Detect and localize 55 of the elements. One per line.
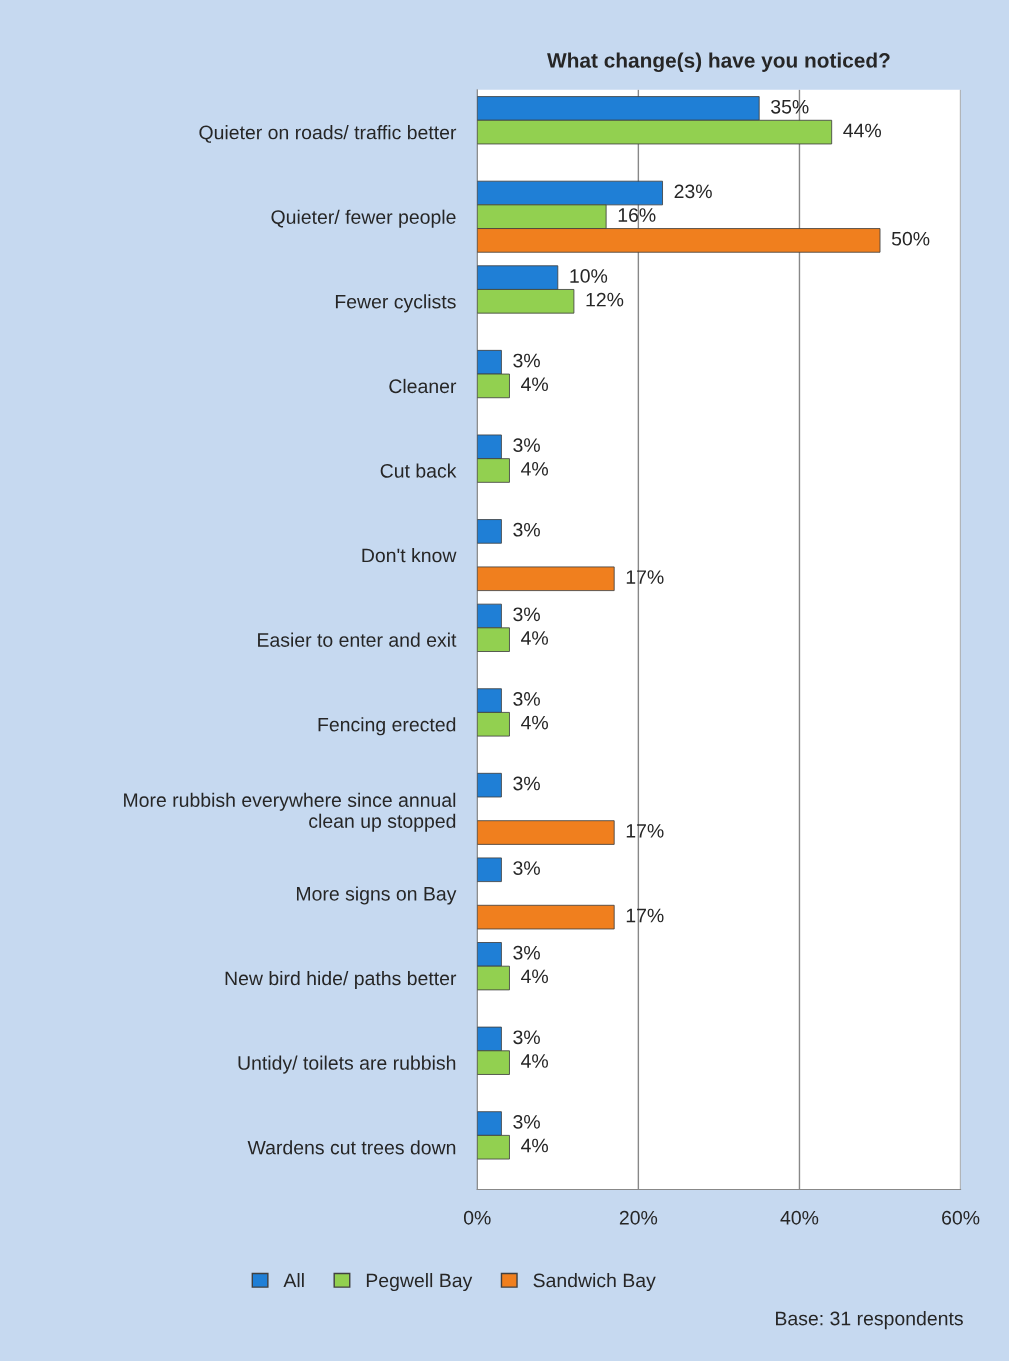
legend-label: All <box>283 1273 304 1288</box>
bar <box>477 857 502 883</box>
data-label: 3% <box>513 945 540 960</box>
y-tick-label: Quieter/ fewer people <box>271 209 456 228</box>
y-tick-label: Cleaner <box>389 378 457 394</box>
legend-label: Pegwell Bay <box>366 1273 473 1292</box>
data-label: 4% <box>521 631 548 645</box>
bar <box>477 904 615 930</box>
y-tick-label: More signs on Bay <box>296 886 457 905</box>
data-label: 12% <box>586 292 624 307</box>
y-tick-label: New bird hide/ paths better <box>225 970 457 990</box>
y-tick-label: Quieter on roads/ traffic better <box>199 125 457 143</box>
bar <box>477 519 502 544</box>
legend-label: Sandwich Bay <box>533 1273 656 1292</box>
data-label: 16% <box>618 208 656 222</box>
data-label: 23% <box>674 184 712 199</box>
y-tick-label: Untidy/ toilets are rubbish <box>238 1055 456 1074</box>
text: Base: 31 respondents <box>776 1311 963 1330</box>
data-label: 3% <box>513 776 540 791</box>
data-label: 3% <box>513 692 540 706</box>
data-label: 3% <box>513 353 540 368</box>
chart-title: What change(s) have you noticed? <box>547 52 890 73</box>
data-label: 3% <box>513 1030 540 1045</box>
x-tick-label: 20% <box>619 1210 658 1225</box>
data-label: 50% <box>891 231 930 246</box>
y-tick-label: Easier to enter and exit <box>258 632 457 647</box>
y-tick-label: More rubbish everywhere since annual clean up stopped <box>124 792 456 832</box>
data-label: 17% <box>626 908 664 923</box>
data-label: 4% <box>521 462 548 476</box>
data-label: 4% <box>521 969 548 984</box>
bar <box>477 772 502 798</box>
data-label: 3% <box>513 438 540 453</box>
y-tick-label: Fewer cyclists <box>335 294 456 313</box>
data-label: 44% <box>843 123 882 138</box>
x-tick-label: 60% <box>942 1210 980 1225</box>
data-label: 35% <box>771 99 809 114</box>
y-tick-label: Wardens cut trees down <box>247 1140 456 1155</box>
data-label: 4% <box>521 377 548 392</box>
bar <box>477 820 615 845</box>
x-tick-label: 0% <box>463 1210 491 1225</box>
data-label: 10% <box>570 269 608 283</box>
y-tick-label: Don't know <box>362 548 457 563</box>
data-label: 3% <box>513 607 540 622</box>
data-label: 4% <box>521 1054 548 1068</box>
x-tick-label: 40% <box>780 1210 819 1225</box>
data-label: 17% <box>626 824 664 838</box>
data-label: 4% <box>521 715 548 730</box>
bar <box>477 566 615 592</box>
data-label: 3% <box>513 522 540 537</box>
y-tick-label: Cut back <box>380 463 457 478</box>
data-label: 3% <box>513 1114 540 1129</box>
data-label: 4% <box>521 1138 548 1153</box>
y-tick-label: Fencing erected <box>318 717 456 736</box>
data-label: 3% <box>513 861 540 875</box>
data-label: 17% <box>626 570 664 584</box>
